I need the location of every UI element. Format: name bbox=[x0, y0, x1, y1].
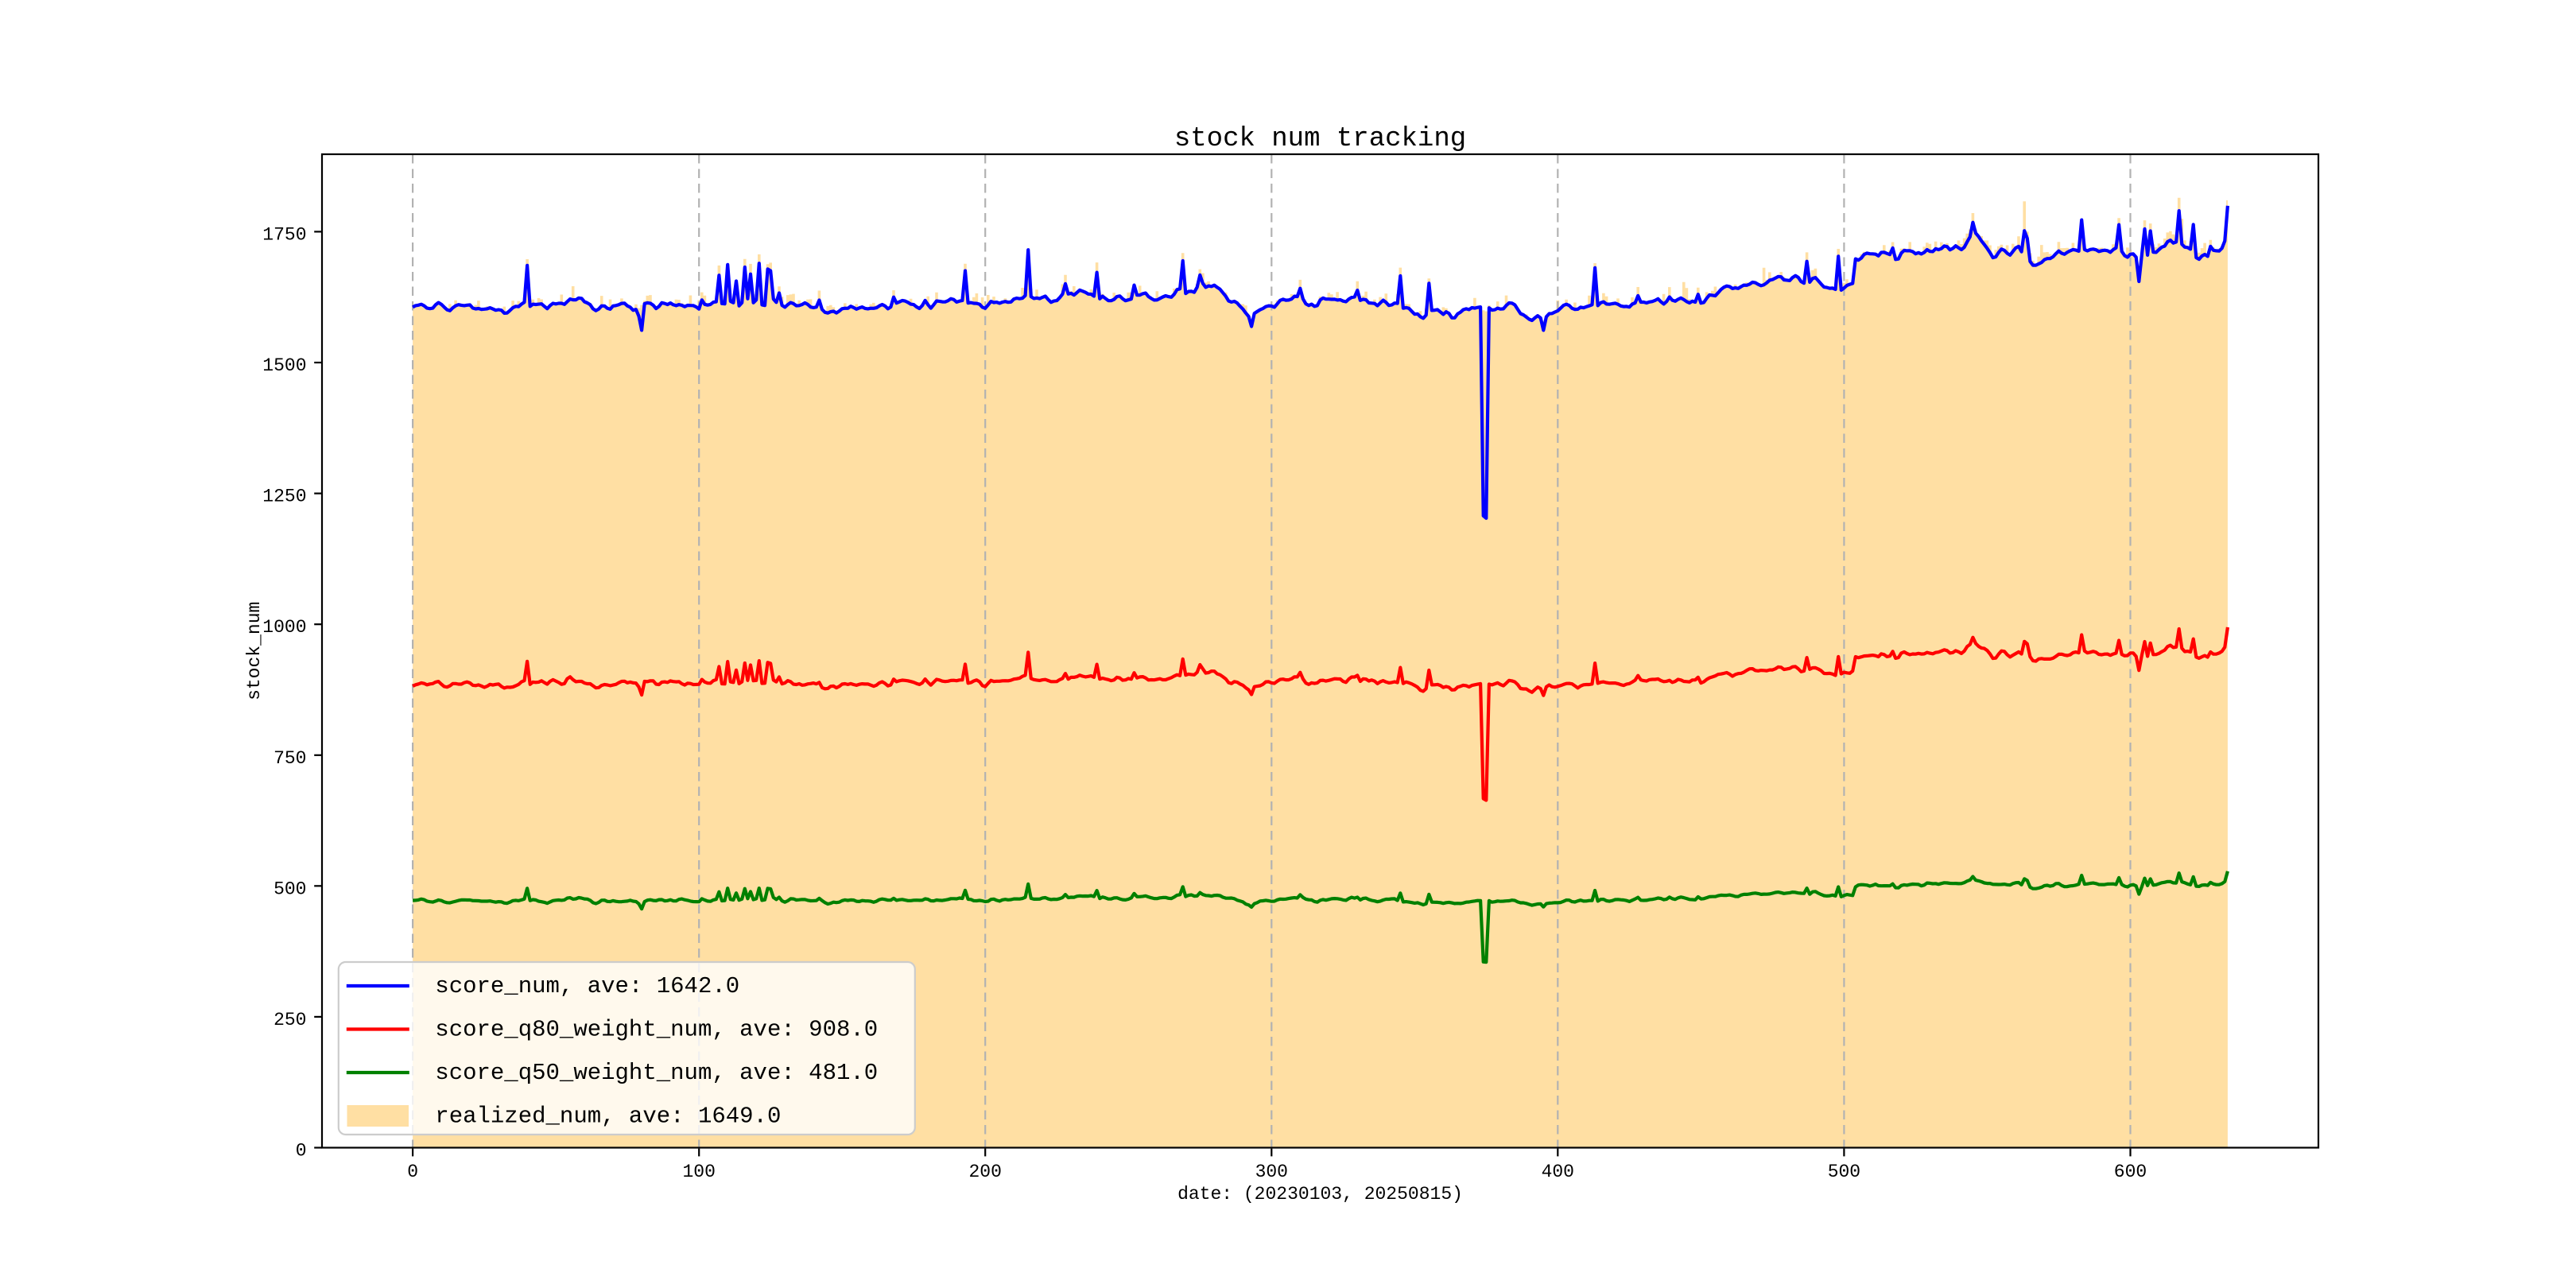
svg-text:0: 0 bbox=[407, 1162, 418, 1182]
svg-text:score_q80_weight_num, ave: 908: score_q80_weight_num, ave: 908.0 bbox=[435, 1017, 878, 1043]
svg-text:100: 100 bbox=[682, 1162, 715, 1182]
svg-text:0: 0 bbox=[296, 1141, 307, 1162]
svg-text:500: 500 bbox=[274, 879, 306, 899]
svg-text:1750: 1750 bbox=[262, 224, 306, 245]
svg-text:stock_num: stock_num bbox=[244, 602, 265, 700]
svg-text:date: (20230103, 20250815): date: (20230103, 20250815) bbox=[1177, 1184, 1463, 1205]
svg-text:1500: 1500 bbox=[262, 355, 306, 376]
svg-text:1250: 1250 bbox=[262, 487, 306, 507]
svg-text:750: 750 bbox=[274, 748, 306, 769]
svg-text:600: 600 bbox=[2114, 1162, 2147, 1182]
svg-text:300: 300 bbox=[1255, 1162, 1288, 1182]
svg-text:score_q50_weight_num, ave: 481: score_q50_weight_num, ave: 481.0 bbox=[435, 1060, 878, 1086]
svg-text:200: 200 bbox=[968, 1162, 1001, 1182]
svg-text:500: 500 bbox=[1828, 1162, 1860, 1182]
svg-text:stock num tracking: stock num tracking bbox=[1174, 124, 1466, 154]
svg-text:1000: 1000 bbox=[262, 617, 306, 638]
svg-text:250: 250 bbox=[274, 1010, 306, 1030]
svg-text:realized_num, ave: 1649.0: realized_num, ave: 1649.0 bbox=[435, 1104, 781, 1130]
svg-text:400: 400 bbox=[1542, 1162, 1574, 1182]
svg-text:score_num, ave: 1642.0: score_num, ave: 1642.0 bbox=[435, 973, 739, 999]
